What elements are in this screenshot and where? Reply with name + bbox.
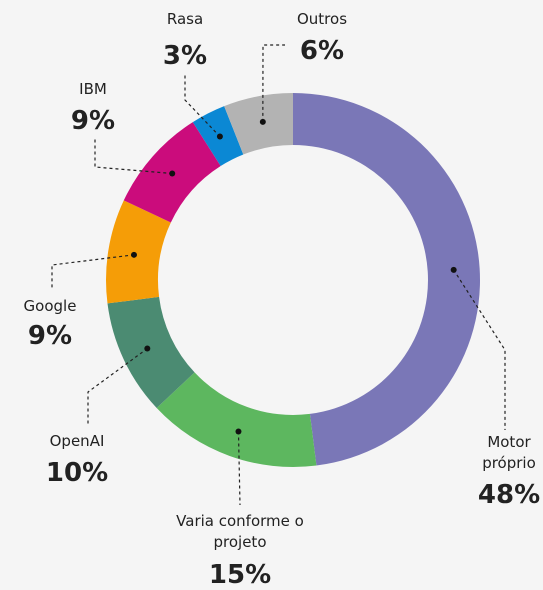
slice-percent: 9% xyxy=(71,106,115,136)
slice-name: OpenAI xyxy=(50,431,105,452)
leader-dot xyxy=(260,119,266,125)
slice-name: IBM xyxy=(79,79,107,100)
leader-dot xyxy=(169,171,175,177)
slice-percent: 10% xyxy=(46,458,108,488)
slice-name: Rasa xyxy=(167,9,203,30)
slice-name: Outros xyxy=(297,9,347,30)
slice-percent: 9% xyxy=(28,321,72,351)
leader-dot xyxy=(235,428,241,434)
slice-percent: 6% xyxy=(300,36,344,66)
slice-percent: 48% xyxy=(478,480,540,510)
leader-dot xyxy=(451,267,457,273)
slice-name: Google xyxy=(24,296,77,317)
donut-segment xyxy=(293,93,480,466)
leader-dot xyxy=(144,346,150,352)
slice-percent: 3% xyxy=(163,41,207,71)
slice-name: Motor próprio xyxy=(472,432,543,474)
slice-name: Varia conforme o projeto xyxy=(165,511,315,553)
leader-dot xyxy=(217,134,223,140)
leader-dot xyxy=(131,252,137,258)
donut-segment xyxy=(157,372,317,467)
